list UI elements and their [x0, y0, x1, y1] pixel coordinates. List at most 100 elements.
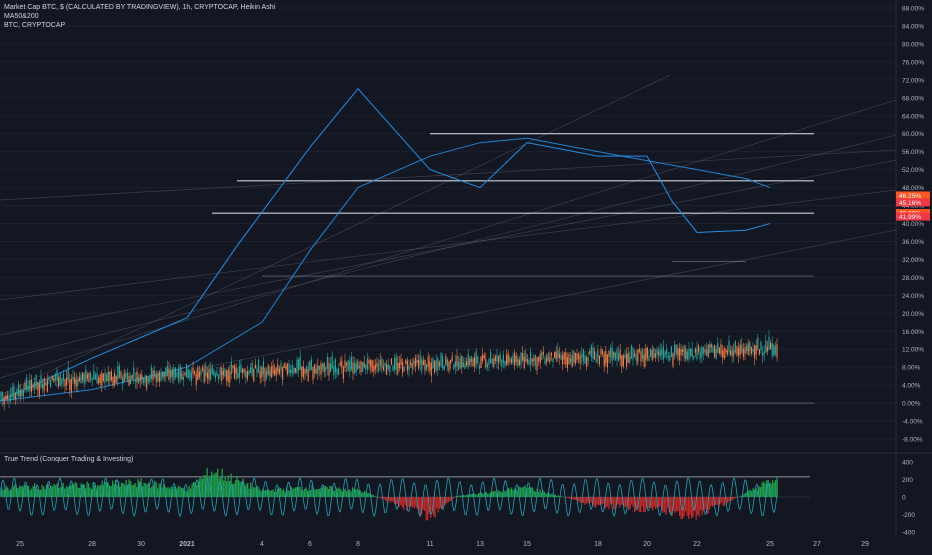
histogram-bar [725, 497, 727, 502]
candle-body [405, 359, 407, 364]
candle-body [312, 366, 314, 380]
histogram-bar [250, 482, 252, 497]
y-tick-label: 20.00% [902, 311, 924, 318]
candle-body [749, 341, 751, 351]
candle-body [651, 349, 653, 361]
y-tick-label: 76.00% [902, 59, 924, 66]
candle-body [618, 352, 620, 362]
histogram-bar [124, 484, 126, 497]
candle-body [304, 368, 306, 375]
histogram-bar [23, 484, 25, 497]
histogram-bar [448, 497, 450, 502]
y-tick-label: 56.00% [902, 149, 924, 156]
candle-body [27, 386, 29, 392]
candle-body [365, 364, 367, 370]
candle-body [374, 364, 376, 370]
histogram-bar [734, 497, 736, 499]
histogram-bar [17, 488, 19, 497]
histogram-bar [707, 497, 709, 514]
candle-body [290, 369, 292, 374]
histogram-bar [388, 497, 390, 501]
histogram-bar [34, 483, 36, 497]
histogram-bar [397, 497, 399, 504]
candle-body [470, 356, 472, 363]
histogram-bar [721, 497, 723, 503]
candle-body [24, 382, 26, 390]
candle-body [117, 366, 119, 380]
histogram-bar [719, 497, 721, 505]
candle-body [269, 370, 271, 376]
histogram-bar [745, 492, 747, 497]
candle-body [666, 349, 668, 355]
candle-body [160, 373, 162, 382]
histogram-bar [326, 486, 328, 497]
histogram-bar [767, 479, 769, 497]
y-tick-label: 28.00% [902, 275, 924, 282]
histogram-bar [635, 497, 637, 511]
histogram-bar [376, 496, 378, 498]
candle-body [266, 371, 268, 378]
candle-body [166, 366, 168, 377]
histogram-bar [701, 497, 703, 516]
histogram-bar [7, 487, 9, 497]
histogram-bar [593, 497, 595, 507]
candle-body [242, 368, 244, 374]
histogram-bar [298, 486, 300, 497]
candle-body [603, 353, 605, 367]
histogram-bar [500, 491, 502, 497]
candle-body [301, 366, 303, 377]
histogram-bar [89, 487, 91, 497]
candle-body [765, 340, 767, 353]
histogram-bar [299, 486, 301, 497]
candle-body [464, 363, 466, 370]
histogram-bar [79, 487, 81, 497]
histogram-bar [199, 478, 201, 497]
histogram-bar [431, 497, 433, 511]
y-tick-label: 48.00% [902, 185, 924, 192]
candle-body [54, 373, 56, 381]
candle-body [693, 356, 695, 359]
candle-body [202, 367, 204, 370]
candle-body [451, 356, 453, 361]
histogram-bar [445, 497, 447, 505]
candle-body [333, 366, 335, 376]
histogram-bar [148, 482, 150, 497]
candle-body [478, 365, 480, 369]
histogram-bar [55, 485, 57, 497]
histogram-bar [731, 497, 733, 501]
candle-body [680, 349, 682, 356]
candle-body [136, 371, 138, 383]
candle-body [472, 358, 474, 367]
histogram-bar [739, 496, 741, 498]
candle-body [653, 347, 655, 359]
heikin-ashi-candles [0, 329, 778, 411]
candle-body [48, 377, 50, 381]
histogram-bar [521, 487, 523, 497]
candle-body [3, 397, 5, 405]
histogram-bar [677, 497, 679, 512]
candle-body [541, 352, 543, 361]
candle-body [280, 363, 282, 371]
histogram-bar [61, 486, 63, 497]
candle-body [114, 372, 116, 384]
candle-body [246, 371, 248, 380]
candle-body [410, 362, 412, 366]
histogram-bar [149, 488, 151, 497]
histogram-bar [454, 497, 456, 498]
histogram-bar [389, 497, 391, 503]
histogram-bar [529, 487, 531, 497]
histogram-bar [682, 497, 684, 519]
candle-body [18, 383, 20, 397]
candle-body [429, 361, 431, 371]
histogram-bar [457, 496, 459, 497]
x-tick-label: 22 [693, 541, 701, 548]
candle-body [253, 369, 255, 382]
candle-body [613, 351, 615, 358]
candle-body [120, 371, 122, 379]
histogram-bar [605, 497, 607, 508]
histogram-bar [608, 497, 610, 510]
candle-body [2, 392, 4, 401]
candle-body [234, 365, 236, 379]
